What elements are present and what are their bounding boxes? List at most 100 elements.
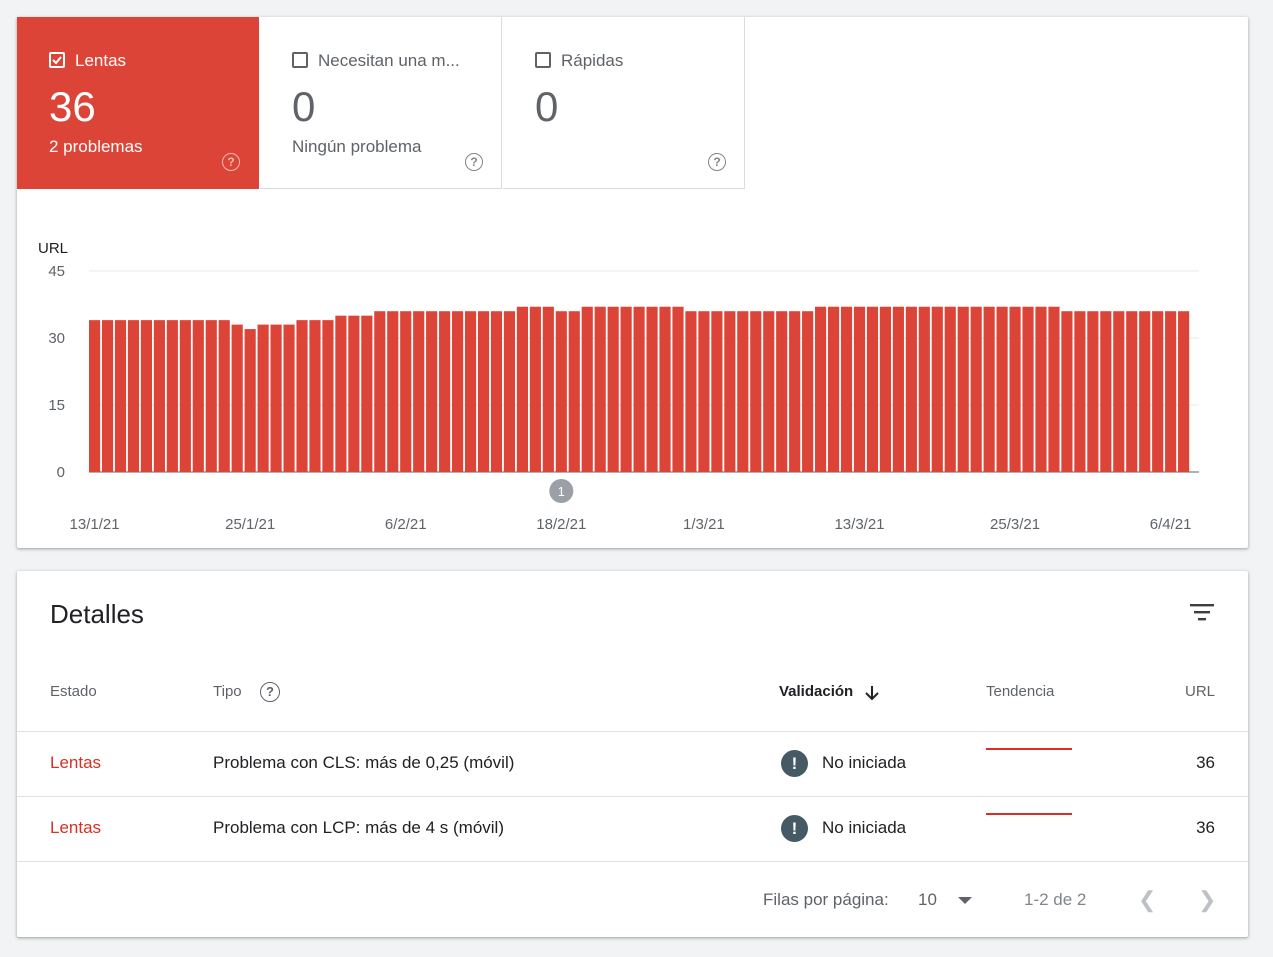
bar bbox=[283, 324, 295, 472]
tile-necesitan-mejora[interactable]: Necesitan una m... 0 Ningún problema ? bbox=[260, 17, 502, 189]
bar bbox=[166, 320, 178, 472]
bar bbox=[205, 320, 217, 472]
bar bbox=[153, 320, 165, 472]
bar bbox=[827, 306, 840, 472]
help-icon[interactable]: ? bbox=[222, 153, 240, 171]
chevron-left-icon[interactable]: ❮ bbox=[1138, 887, 1157, 912]
bar bbox=[477, 311, 490, 472]
sort-arrow-down-icon[interactable] bbox=[864, 684, 880, 702]
bar bbox=[1165, 311, 1177, 472]
bar bbox=[1139, 311, 1151, 472]
bar bbox=[905, 306, 917, 472]
bar bbox=[244, 329, 256, 472]
tile-subtitle: Ningún problema bbox=[292, 137, 422, 156]
trend-sparkline bbox=[986, 748, 1072, 750]
bar bbox=[231, 324, 243, 472]
checkbox-unchecked-icon[interactable] bbox=[292, 52, 308, 68]
bar bbox=[179, 320, 191, 472]
coverage-overview-card: Lentas 36 2 problemas ? Necesitan una m.… bbox=[17, 17, 1248, 548]
exclamation-icon: ! bbox=[781, 815, 808, 842]
checkbox-checked-icon[interactable] bbox=[49, 52, 65, 68]
help-icon[interactable]: ? bbox=[465, 153, 483, 171]
details-title: Detalles bbox=[50, 599, 144, 629]
filter-icon[interactable] bbox=[1189, 601, 1215, 623]
bar bbox=[711, 311, 723, 472]
bar bbox=[724, 311, 736, 472]
bar bbox=[996, 306, 1008, 472]
rows-per-page-label: Filas por página: bbox=[763, 890, 889, 909]
bar bbox=[763, 311, 775, 472]
bar bbox=[464, 311, 477, 472]
annotation-label: 1 bbox=[558, 484, 565, 499]
help-icon[interactable]: ? bbox=[708, 153, 726, 171]
bar bbox=[672, 306, 684, 472]
table-footer-divider bbox=[17, 861, 1248, 862]
tile-label: Necesitan una m... bbox=[318, 51, 460, 70]
row-validacion: No iniciada bbox=[822, 818, 907, 837]
bar bbox=[815, 306, 827, 472]
bar bbox=[983, 306, 995, 472]
caret-down-icon[interactable] bbox=[958, 897, 972, 904]
row-estado: Lentas bbox=[50, 818, 102, 837]
chevron-right-icon[interactable]: ❯ bbox=[1198, 887, 1217, 912]
y-tick-label: 45 bbox=[48, 263, 65, 280]
tile-label: Rápidas bbox=[561, 51, 624, 70]
column-header-validacion[interactable]: Validación bbox=[779, 683, 854, 700]
x-tick-label: 13/3/21 bbox=[834, 516, 884, 533]
annotation-marker bbox=[549, 479, 574, 503]
bar bbox=[400, 311, 412, 472]
bar bbox=[387, 311, 399, 472]
tile-label: Lentas bbox=[75, 51, 127, 70]
bar bbox=[659, 306, 671, 472]
bar bbox=[439, 311, 451, 472]
rows-per-page-select[interactable]: 10 bbox=[918, 890, 937, 909]
tile-rapidas[interactable]: Rápidas 0 ? bbox=[503, 17, 745, 189]
row-validacion: No iniciada bbox=[822, 753, 907, 772]
bar bbox=[101, 320, 114, 472]
bar bbox=[309, 320, 321, 472]
bar bbox=[192, 320, 204, 472]
bar bbox=[776, 311, 788, 472]
tile-count: 0 bbox=[292, 83, 316, 130]
table-row[interactable]: Lentas Problema con CLS: más de 0,25 (mó… bbox=[17, 731, 1248, 797]
column-header-tendencia[interactable]: Tendencia bbox=[986, 683, 1055, 700]
help-icon[interactable]: ? bbox=[260, 682, 280, 702]
bar bbox=[944, 306, 956, 472]
details-card: Detalles Estado Tipo ? Validación Tenden… bbox=[17, 571, 1248, 937]
bar bbox=[1009, 306, 1021, 472]
bar bbox=[866, 306, 879, 472]
bar bbox=[620, 306, 632, 472]
bar bbox=[555, 311, 567, 472]
exclamation-icon: ! bbox=[781, 750, 808, 777]
checkbox-unchecked-icon[interactable] bbox=[535, 52, 551, 68]
pagination-range: 1-2 de 2 bbox=[1024, 890, 1087, 909]
x-tick-label: 1/3/21 bbox=[683, 516, 725, 533]
row-estado: Lentas bbox=[50, 753, 102, 772]
row-tipo: Problema con LCP: más de 4 s (móvil) bbox=[213, 818, 504, 837]
column-header-url[interactable]: URL bbox=[1184, 683, 1215, 700]
column-header-estado[interactable]: Estado bbox=[50, 683, 97, 700]
tile-count: 0 bbox=[535, 83, 559, 130]
table-row[interactable]: Lentas Problema con LCP: más de 4 s (móv… bbox=[17, 796, 1248, 862]
tile-count: 36 bbox=[49, 83, 96, 130]
bar bbox=[490, 311, 503, 472]
x-tick-label: 6/4/21 bbox=[1150, 516, 1192, 533]
tile-lentas[interactable]: Lentas 36 2 problemas ? bbox=[17, 17, 259, 189]
bar bbox=[840, 306, 853, 472]
bar bbox=[361, 315, 373, 472]
bar bbox=[581, 306, 593, 472]
bar bbox=[348, 315, 360, 472]
bar bbox=[1152, 311, 1164, 472]
bar bbox=[1074, 311, 1086, 472]
bar bbox=[594, 306, 606, 472]
bar bbox=[789, 311, 801, 472]
bar bbox=[1100, 311, 1112, 472]
row-tipo: Problema con CLS: más de 0,25 (móvil) bbox=[213, 753, 515, 772]
bar bbox=[296, 320, 308, 472]
column-header-tipo[interactable]: Tipo bbox=[213, 683, 242, 700]
bar bbox=[1048, 306, 1060, 472]
bar bbox=[931, 306, 943, 472]
bar bbox=[802, 311, 814, 472]
bar bbox=[568, 311, 580, 472]
bar bbox=[413, 311, 425, 472]
